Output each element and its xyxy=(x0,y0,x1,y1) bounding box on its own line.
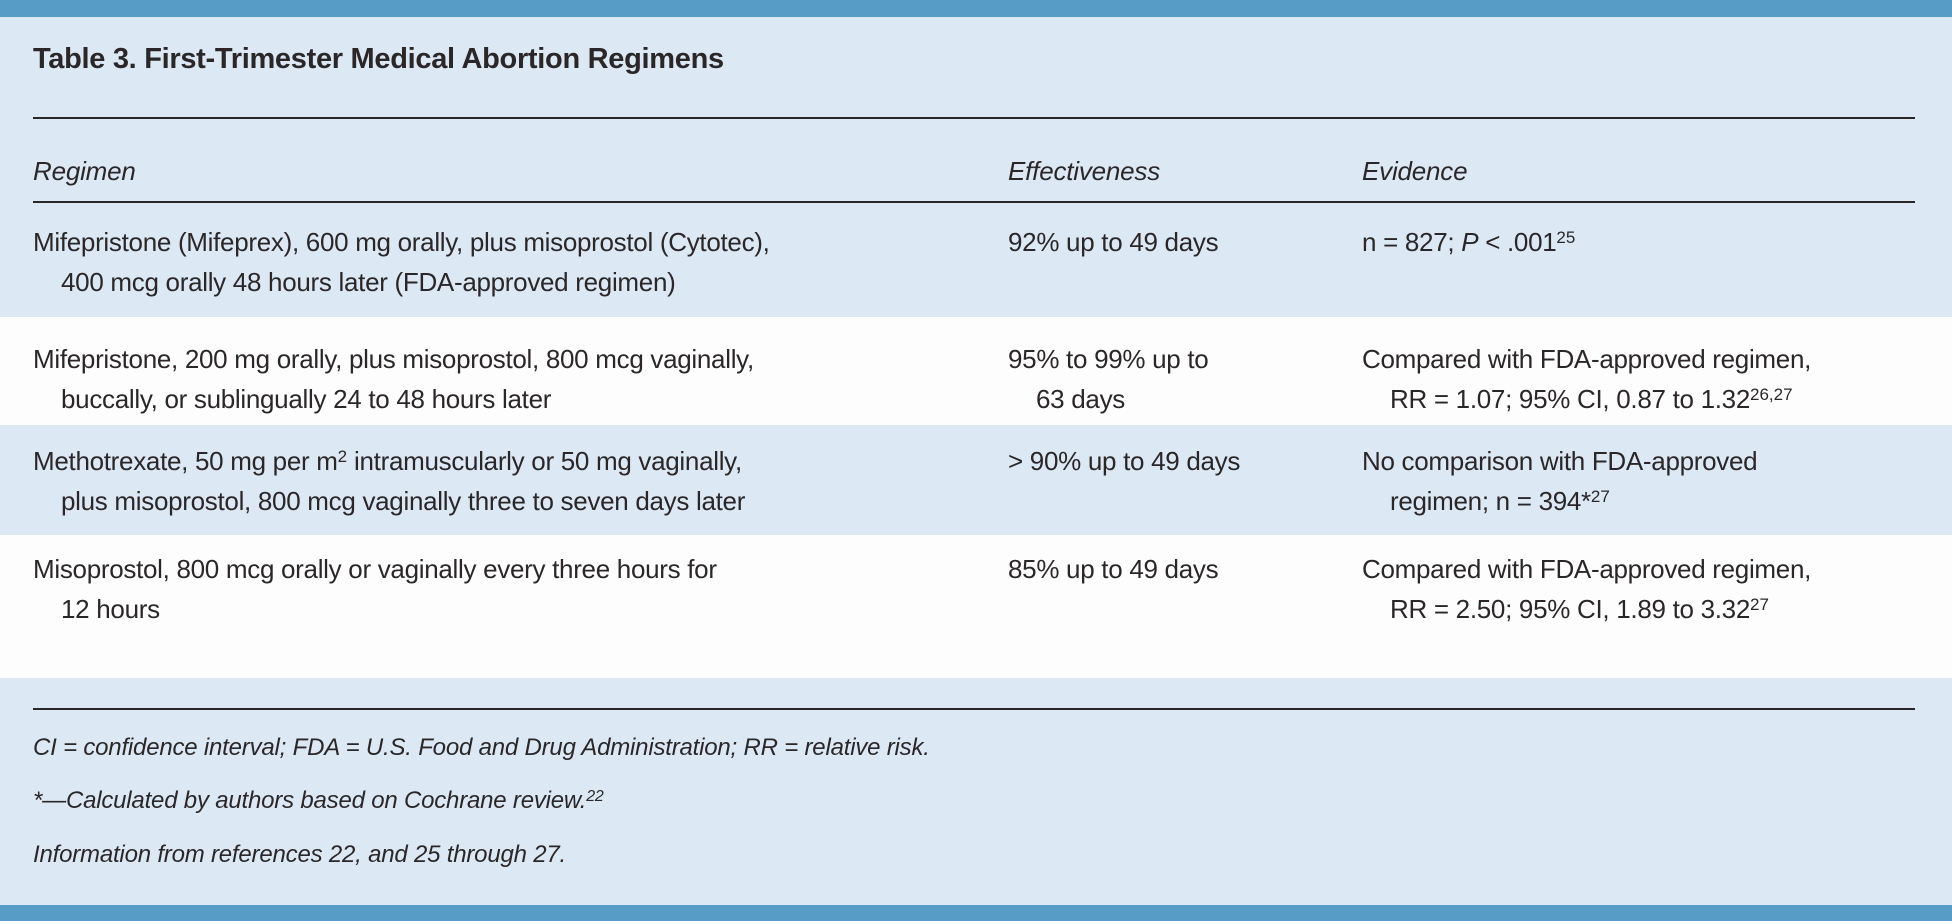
cell-line: Compared with FDA-approved regimen, xyxy=(1362,554,1812,584)
cell-line: 63 days xyxy=(1036,384,1125,414)
cell-line: plus misoprostol, 800 mcg vaginally thre… xyxy=(61,486,746,516)
cell-line: No comparison with FDA-approved xyxy=(1362,446,1758,476)
cell-line: RR = 2.50; 95% CI, 1.89 to 3.3227 xyxy=(1390,594,1769,624)
cell-line: Methotrexate, 50 mg per m2 intramuscular… xyxy=(33,446,742,476)
footnote-asterisk: *—Calculated by authors based on Cochran… xyxy=(33,787,604,814)
row-stripe-white xyxy=(0,317,1952,425)
top-accent-bar xyxy=(0,0,1952,17)
bottom-accent-bar xyxy=(0,905,1952,921)
cell-line: RR = 1.07; 95% CI, 0.87 to 1.3226,27 xyxy=(1390,384,1793,414)
evidence-cell: Compared with FDA-approved regimen, RR =… xyxy=(1362,339,1912,419)
cell-line: 85% up to 49 days xyxy=(1008,554,1219,584)
effectiveness-cell: > 90% up to 49 days xyxy=(1008,441,1348,481)
regimen-cell: Methotrexate, 50 mg per m2 intramuscular… xyxy=(33,441,993,521)
cell-line: > 90% up to 49 days xyxy=(1008,446,1241,476)
footnote-source: Information from references 22, and 25 t… xyxy=(33,841,566,868)
cell-line: 12 hours xyxy=(61,594,160,624)
table-background-panel xyxy=(0,17,1952,905)
cell-line: Compared with FDA-approved regimen, xyxy=(1362,344,1812,374)
column-header-effectiveness: Effectiveness xyxy=(1008,156,1161,186)
regimen-cell: Mifepristone (Mifeprex), 600 mg orally, … xyxy=(33,222,993,302)
cell-line: regimen; n = 394*27 xyxy=(1390,486,1610,516)
table-title: Table 3. First-Trimester Medical Abortio… xyxy=(33,43,724,75)
regimen-cell: Mifepristone, 200 mg orally, plus misopr… xyxy=(33,339,993,419)
regimen-cell: Misoprostol, 800 mcg orally or vaginally… xyxy=(33,549,993,629)
column-header-evidence: Evidence xyxy=(1362,156,1468,186)
effectiveness-cell: 92% up to 49 days xyxy=(1008,222,1348,262)
cell-line: Misoprostol, 800 mcg orally or vaginally… xyxy=(33,554,717,584)
cell-line: buccally, or sublingually 24 to 48 hours… xyxy=(61,384,552,414)
evidence-cell: Compared with FDA-approved regimen, RR =… xyxy=(1362,549,1912,629)
cell-line: 95% to 99% up to xyxy=(1008,344,1209,374)
evidence-cell: No comparison with FDA-approved regimen;… xyxy=(1362,441,1912,521)
effectiveness-cell: 95% to 99% up to 63 days xyxy=(1008,339,1348,419)
cell-line: Mifepristone, 200 mg orally, plus misopr… xyxy=(33,344,754,374)
cell-line: n = 827; P < .00125 xyxy=(1362,227,1576,257)
footnote-abbreviations: CI = confidence interval; FDA = U.S. Foo… xyxy=(33,734,930,761)
rule-below-column-headers xyxy=(33,201,1915,203)
cell-line: Mifepristone (Mifeprex), 600 mg orally, … xyxy=(33,227,770,257)
cell-line: 400 mcg orally 48 hours later (FDA-appro… xyxy=(61,267,676,297)
rule-above-footnotes xyxy=(33,708,1915,710)
cell-line: 92% up to 49 days xyxy=(1008,227,1219,257)
rule-below-title xyxy=(33,117,1915,119)
row-stripe-white xyxy=(0,535,1952,678)
effectiveness-cell: 85% up to 49 days xyxy=(1008,549,1348,589)
evidence-cell: n = 827; P < .00125 xyxy=(1362,222,1912,262)
column-header-regimen: Regimen xyxy=(33,156,136,186)
